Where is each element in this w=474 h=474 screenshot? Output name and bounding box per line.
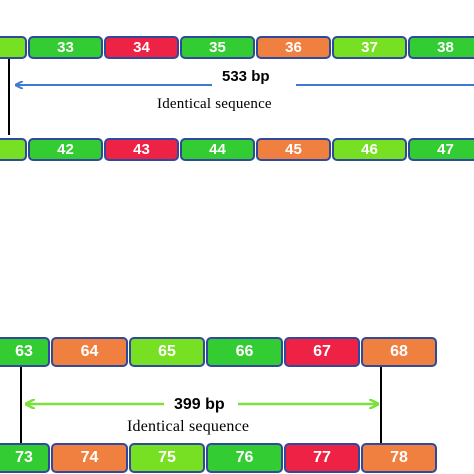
segment: 34: [104, 36, 179, 59]
segment-label: 34: [133, 39, 150, 56]
segment-label: 43: [133, 141, 150, 158]
segment: [0, 138, 27, 161]
segment-label: 66: [235, 343, 254, 360]
segment: 47: [408, 138, 474, 161]
segment: 74: [51, 443, 128, 473]
segment-label: 45: [285, 141, 302, 158]
segment: [0, 36, 27, 59]
segment-label: 44: [209, 141, 226, 158]
segment: 38: [408, 36, 474, 59]
segment: 35: [180, 36, 255, 59]
segment: 73: [0, 443, 50, 473]
segment-label: 33: [57, 39, 74, 56]
segment-label: 75: [158, 449, 176, 466]
segment: 76: [206, 443, 283, 473]
segment: 67: [284, 337, 360, 367]
segment: 75: [129, 443, 205, 473]
segment: 63: [0, 337, 50, 367]
segment-label: 47: [437, 141, 454, 158]
segment: 66: [206, 337, 283, 367]
segment-label: 67: [313, 343, 331, 360]
segment: 44: [180, 138, 255, 161]
segment: 37: [332, 36, 407, 59]
segment-label: 35: [209, 39, 226, 56]
diagram2-description: Identical sequence: [127, 418, 250, 435]
segment: 45: [256, 138, 331, 161]
segment: 33: [28, 36, 103, 59]
segment: 65: [129, 337, 205, 367]
segment: 77: [284, 443, 360, 473]
segment-label: 36: [285, 39, 302, 56]
segment: 64: [51, 337, 128, 367]
segment: 43: [104, 138, 179, 161]
segment-label: 76: [235, 449, 254, 466]
segment-label: 74: [80, 449, 99, 466]
segment: 42: [28, 138, 103, 161]
segment-label: 73: [15, 449, 33, 466]
segment: 36: [256, 36, 331, 59]
segment-label: 64: [80, 343, 99, 360]
segment: 78: [361, 443, 437, 473]
diagram2-length-label: 399 bp: [174, 396, 225, 413]
segment-label: 38: [437, 39, 454, 56]
diagram1-length-label: 533 bp: [222, 68, 270, 85]
segment: 68: [361, 337, 437, 367]
segment-label: 77: [313, 449, 331, 466]
segment-label: 78: [390, 449, 408, 466]
segment: 46: [332, 138, 407, 161]
segment-label: 42: [57, 141, 74, 158]
segment-label: 37: [361, 39, 378, 56]
diagram1-description: Identical sequence: [157, 96, 272, 112]
segment-label: 46: [361, 141, 378, 158]
segment-label: 65: [158, 343, 176, 360]
segment-label: 68: [390, 343, 408, 360]
segment-label: 63: [15, 343, 33, 360]
